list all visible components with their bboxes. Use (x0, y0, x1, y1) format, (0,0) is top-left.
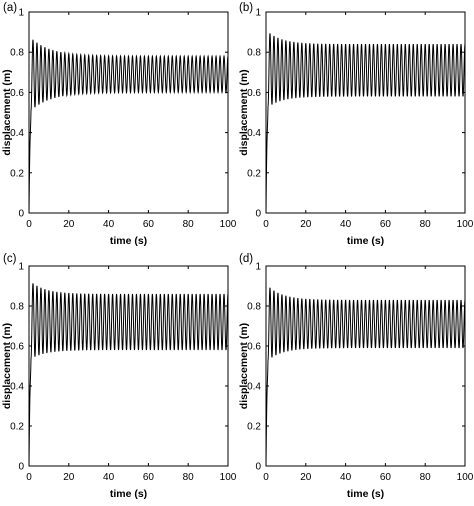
displacement-series-line (28, 283, 229, 467)
x-tick-label: 80 (183, 472, 195, 483)
y-tick-label: 1 (255, 262, 261, 273)
x-tick-label: 0 (263, 472, 269, 483)
x-tick-label: 20 (300, 472, 312, 483)
y-tick-label: 1 (255, 8, 261, 19)
y-tick-label: 1 (18, 8, 24, 19)
x-tick-label: 60 (143, 219, 155, 230)
panel-label: (d) (239, 253, 253, 265)
x-tick-label: 20 (63, 472, 75, 483)
x-tick-label: 80 (183, 219, 195, 230)
displacement-series-line (265, 287, 466, 467)
x-tick-label: 60 (380, 219, 392, 230)
y-tick-label: 0.8 (247, 48, 261, 59)
x-axis-label: time (s) (347, 488, 384, 500)
y-tick-label: 0.4 (247, 128, 261, 139)
x-tick-label: 60 (380, 472, 392, 483)
y-tick-label: 0.4 (247, 382, 261, 393)
y-tick-label: 0.8 (247, 302, 261, 313)
x-tick-label: 0 (26, 219, 32, 230)
x-tick-label: 40 (103, 219, 115, 230)
y-tick-label: 0 (18, 209, 24, 220)
plot-frame (265, 265, 466, 467)
y-axis-label: displacement (m) (238, 69, 250, 155)
panel-d: (d) 0 20 40 60 80 100 0 0.2 0.4 0.6 0.8 1 time (s) dis… (238, 253, 474, 500)
x-tick-label: 20 (300, 219, 312, 230)
panel-label: (a) (3, 2, 17, 14)
y-axis-label: displacement (m) (1, 323, 13, 409)
x-tick-label: 100 (220, 472, 237, 483)
y-tick-label: 0.8 (10, 48, 24, 59)
x-tick-label: 80 (420, 472, 432, 483)
x-tick-label: 100 (220, 219, 237, 230)
x-tick-label: 60 (143, 472, 155, 483)
panel-c: (c) 0 20 40 60 80 100 0 0.2 0.4 0.6 0.8 1 time (s) dis… (1, 253, 237, 500)
panel-a: (a) 0 20 40 60 80 100 0 0.2 0.4 0.6 0.8 1 time (s) dis… (1, 2, 237, 247)
plot-frame (28, 265, 229, 467)
y-tick-label: 0 (255, 209, 261, 220)
y-tick-label: 0.6 (10, 88, 24, 99)
y-tick-label: 0.6 (247, 88, 261, 99)
x-axis-label: time (s) (347, 235, 384, 247)
y-tick-label: 0.2 (10, 422, 24, 433)
y-tick-label: 0.2 (247, 168, 261, 179)
panel-label: (b) (239, 2, 253, 14)
y-axis-label: displacement (m) (1, 69, 13, 155)
y-axis-label: displacement (m) (238, 323, 250, 409)
displacement-series-line (265, 33, 466, 214)
y-tick-label: 0.4 (10, 382, 24, 393)
y-tick-label: 0.8 (10, 302, 24, 313)
y-tick-label: 1 (18, 262, 24, 273)
y-tick-label: 0.4 (10, 128, 24, 139)
panel-b: (b) 0 20 40 60 80 100 0 0.2 0.4 0.6 0.8 1 time (s) dis… (238, 2, 474, 247)
x-tick-label: 0 (26, 472, 32, 483)
x-axis-label: time (s) (110, 488, 147, 500)
plot-frame (28, 11, 229, 214)
y-tick-label: 0.2 (247, 422, 261, 433)
y-tick-label: 0 (255, 462, 261, 473)
x-tick-label: 20 (63, 219, 75, 230)
displacement-series-line (28, 39, 229, 214)
y-tick-label: 0 (18, 462, 24, 473)
panel-label: (c) (3, 253, 17, 265)
x-tick-label: 40 (103, 472, 115, 483)
x-tick-label: 100 (457, 219, 474, 230)
y-tick-label: 0.6 (10, 342, 24, 353)
x-tick-label: 80 (420, 219, 432, 230)
x-tick-label: 40 (340, 219, 352, 230)
x-axis-label: time (s) (110, 235, 147, 247)
x-tick-label: 0 (263, 219, 269, 230)
x-tick-label: 100 (457, 472, 474, 483)
plot-frame (265, 11, 466, 214)
x-tick-label: 40 (340, 472, 352, 483)
y-tick-label: 0.2 (10, 168, 24, 179)
y-tick-label: 0.6 (247, 342, 261, 353)
